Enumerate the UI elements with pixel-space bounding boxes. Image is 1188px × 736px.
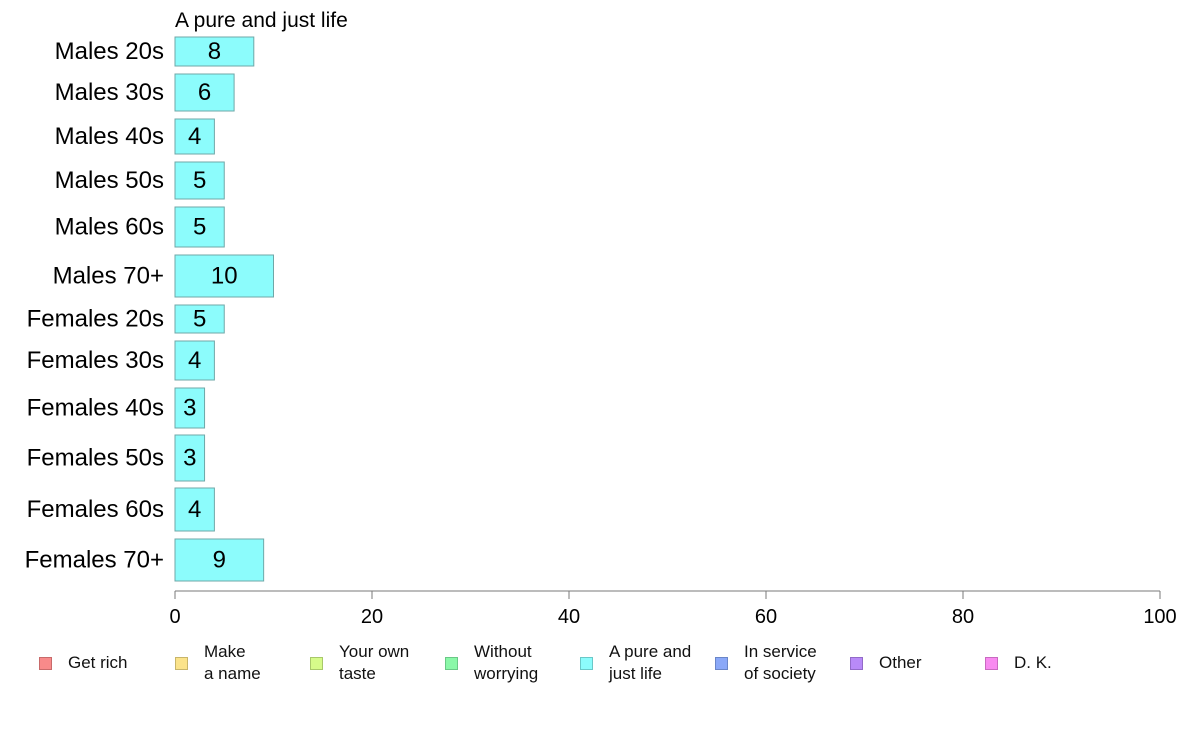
bar bbox=[174, 340, 215, 381]
category-label: Males 60s bbox=[55, 214, 164, 241]
bar bbox=[174, 254, 274, 298]
bar bbox=[174, 304, 225, 334]
bar-value-label: 3 bbox=[183, 395, 196, 422]
bars-group: Males 20s 8 Males 30s 6 Males 40s 4 Males 50s 5… bbox=[25, 36, 274, 582]
bar bbox=[174, 387, 206, 429]
bar-value-label: 8 bbox=[208, 38, 221, 65]
bar bbox=[174, 118, 215, 155]
legend-item: In service of society bbox=[715, 640, 817, 686]
category-label: Males 40s bbox=[55, 123, 164, 150]
x-tick-label: 20 bbox=[361, 606, 383, 628]
x-tick-label: 40 bbox=[558, 606, 580, 628]
bar bbox=[174, 434, 206, 482]
legend-swatch bbox=[39, 656, 52, 670]
bar bbox=[174, 206, 225, 248]
bar-value-label: 10 bbox=[211, 263, 238, 290]
legend-item: A pure and just life bbox=[580, 640, 691, 686]
legend-label: Your own taste bbox=[339, 642, 410, 683]
bar-value-label: 4 bbox=[188, 496, 201, 523]
legend-item: Make a name bbox=[175, 640, 261, 686]
legend-swatch bbox=[310, 656, 323, 670]
bar bbox=[174, 36, 255, 67]
x-tick-label: 100 bbox=[1143, 606, 1176, 628]
legend-item: D. K. bbox=[985, 640, 1052, 686]
legend-swatch bbox=[715, 656, 728, 670]
category-label: Females 40s bbox=[27, 395, 164, 422]
bar-value-label: 5 bbox=[193, 214, 206, 241]
category-label: Females 60s bbox=[27, 496, 164, 523]
legend-swatch bbox=[985, 656, 998, 670]
category-label: Males 70+ bbox=[53, 263, 164, 290]
category-label: Females 70+ bbox=[25, 547, 164, 574]
legend-label: Without worrying bbox=[474, 642, 539, 683]
legend-swatch bbox=[580, 656, 593, 670]
legend: Get rich Make a name Your own taste Without… bbox=[0, 640, 1188, 690]
category-label: Males 20s bbox=[55, 38, 164, 65]
x-axis: 0 20 40 60 80 100 bbox=[169, 590, 1177, 628]
bar-value-label: 3 bbox=[183, 445, 196, 472]
legend-label: D. K. bbox=[1014, 653, 1052, 672]
bar-value-label: 4 bbox=[188, 123, 201, 150]
legend-swatch bbox=[850, 656, 863, 670]
legend-item: Other bbox=[850, 640, 922, 686]
x-tick-label: 60 bbox=[755, 606, 777, 628]
bar-value-label: 6 bbox=[198, 79, 211, 106]
legend-swatch bbox=[445, 656, 458, 670]
bar-value-label: 4 bbox=[188, 347, 201, 374]
bar bbox=[174, 487, 215, 532]
category-label: Females 30s bbox=[27, 347, 164, 374]
legend-label: In service of society bbox=[744, 642, 817, 683]
bar bbox=[174, 161, 225, 200]
category-label: Males 30s bbox=[55, 79, 164, 106]
legend-swatch bbox=[175, 656, 188, 670]
legend-label: Make a name bbox=[204, 642, 261, 683]
legend-label: A pure and just life bbox=[609, 642, 692, 683]
bar bbox=[174, 73, 235, 112]
legend-item: Get rich bbox=[39, 640, 128, 686]
legend-item: Your own taste bbox=[310, 640, 409, 686]
chart-title: A pure and just life bbox=[175, 9, 348, 32]
category-label: Females 20s bbox=[27, 306, 164, 333]
legend-label: Other bbox=[879, 653, 922, 672]
legend-label: Get rich bbox=[68, 653, 128, 672]
bar-value-label: 5 bbox=[193, 306, 206, 333]
category-label: Males 50s bbox=[55, 167, 164, 194]
legend-item: Without worrying bbox=[445, 640, 538, 686]
bar bbox=[174, 538, 265, 582]
bar-value-label: 9 bbox=[213, 547, 226, 574]
bar-chart: A pure and just life Males 20s 8 Males 30s… bbox=[25, 9, 1177, 628]
category-label: Females 50s bbox=[27, 445, 164, 472]
x-tick-label: 0 bbox=[169, 606, 180, 628]
x-tick-label: 80 bbox=[952, 606, 974, 628]
bar-value-label: 5 bbox=[193, 167, 206, 194]
